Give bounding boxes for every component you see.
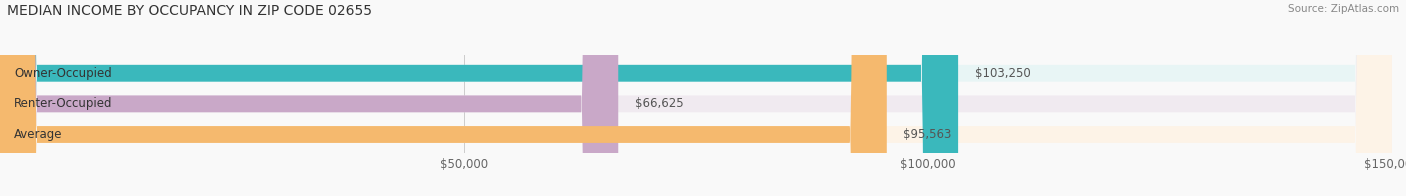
Text: $103,250: $103,250 xyxy=(974,67,1031,80)
Text: Source: ZipAtlas.com: Source: ZipAtlas.com xyxy=(1288,4,1399,14)
Text: Average: Average xyxy=(14,128,62,141)
Text: $66,625: $66,625 xyxy=(636,97,683,110)
Text: Renter-Occupied: Renter-Occupied xyxy=(14,97,112,110)
FancyBboxPatch shape xyxy=(0,0,957,196)
FancyBboxPatch shape xyxy=(0,0,887,196)
Text: Owner-Occupied: Owner-Occupied xyxy=(14,67,111,80)
Text: $95,563: $95,563 xyxy=(904,128,952,141)
Text: MEDIAN INCOME BY OCCUPANCY IN ZIP CODE 02655: MEDIAN INCOME BY OCCUPANCY IN ZIP CODE 0… xyxy=(7,4,373,18)
FancyBboxPatch shape xyxy=(0,0,619,196)
